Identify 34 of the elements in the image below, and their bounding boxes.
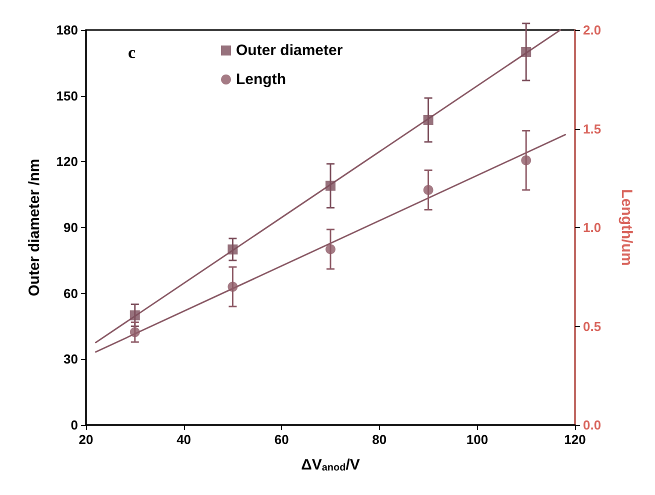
x-tick-label: 40 [176,432,192,447]
point [423,184,434,195]
point [521,46,532,57]
point [423,114,434,125]
y2-tick-label: 0.5 [583,318,602,334]
y-axis-title: Outer diameter /nm [26,158,43,296]
y-tick-label: 60 [64,286,78,301]
point [521,155,532,166]
x-tick-label: 120 [564,432,586,447]
point [130,327,140,338]
x-tick-label: 80 [372,432,387,447]
point [326,244,336,254]
y-tick-label: 90 [64,220,78,235]
point [228,282,238,292]
point [130,310,140,320]
legend-label: Length [236,71,286,88]
point [228,244,238,254]
x-tick-label: 100 [466,432,488,447]
y-tick-label: 150 [56,88,78,104]
point [326,180,336,191]
y-tick-label: 0 [70,418,78,432]
y-tick-label: 30 [64,352,78,367]
legend-label: Outer diameter [236,42,343,59]
y-tick-label: 180 [56,22,78,38]
x-tick-label: 60 [274,432,289,447]
y2-tick-label: 1.0 [583,220,602,235]
y2-axis-title: Length/um [618,189,635,266]
x-tick-label: 20 [78,432,94,447]
y2-tick-label: 0.0 [583,418,602,432]
y2-tick-label: 2.0 [583,22,602,38]
annotation: c [128,43,136,62]
x-axis-title: ΔVanod/V [301,456,360,474]
y-tick-label: 120 [56,154,78,170]
y2-tick-label: 1.5 [583,121,602,136]
